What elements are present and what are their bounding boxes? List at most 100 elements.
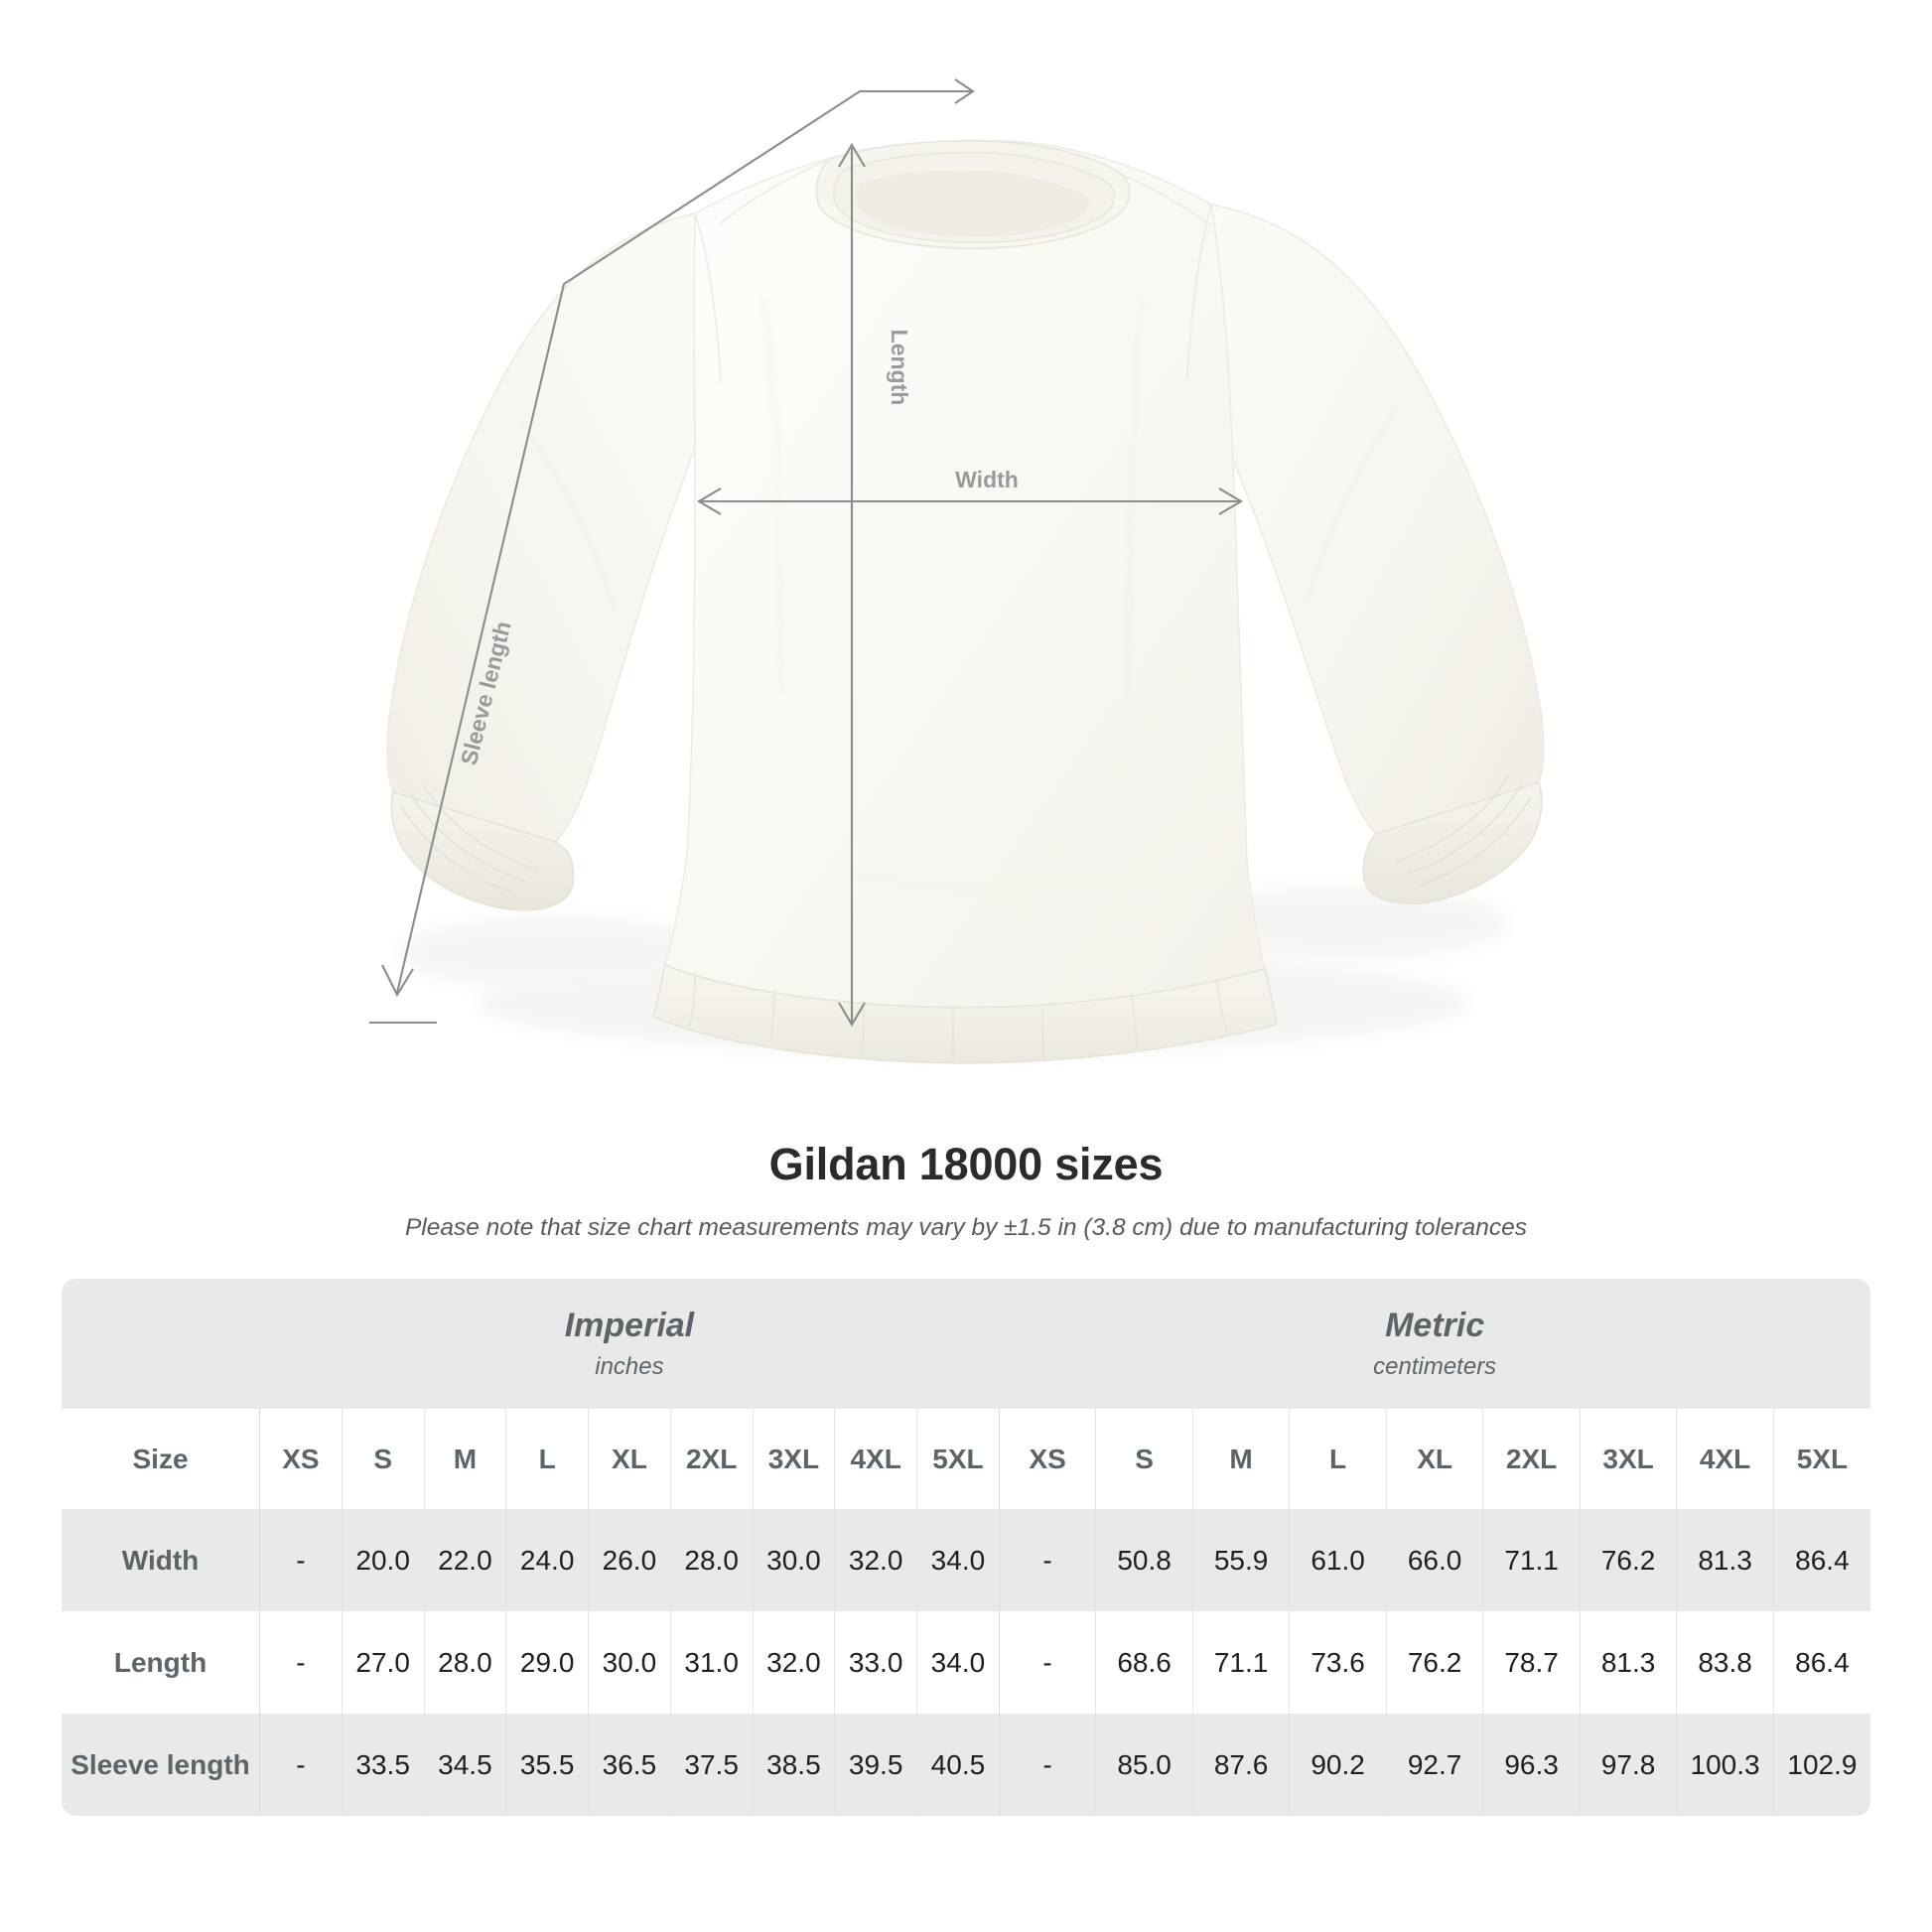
sweatshirt-graphic	[386, 139, 1545, 1064]
cell-width-imperial-l: 24.0	[505, 1509, 589, 1611]
table-row: Length - 27.0 28.0 29.0 30.0 31.0 32.0 3…	[62, 1611, 1870, 1714]
size-header-metric-5xl: 5XL	[1772, 1409, 1870, 1509]
cell-width-imperial-4xl: 32.0	[834, 1509, 917, 1611]
cell-sleeve-imperial-l: 35.5	[505, 1714, 589, 1816]
size-header-metric-xl: XL	[1385, 1409, 1483, 1509]
cell-sleeve-metric-xl: 92.7	[1385, 1714, 1483, 1816]
cell-width-imperial-xl: 26.0	[588, 1509, 671, 1611]
size-header-imperial-3xl: 3XL	[752, 1409, 835, 1509]
cell-width-imperial-3xl: 30.0	[752, 1509, 835, 1611]
cell-sleeve-metric-3xl: 97.8	[1579, 1714, 1677, 1816]
length-guide: Length	[838, 142, 912, 1028]
size-header-metric-m: M	[1191, 1409, 1290, 1509]
size-header-imperial-5xl: 5XL	[916, 1409, 1000, 1509]
size-header-label: Size	[62, 1409, 260, 1509]
unit-sub-imperial: inches	[595, 1353, 664, 1381]
cell-length-metric-xs: -	[998, 1611, 1096, 1714]
fabric-folds	[515, 297, 1399, 890]
size-header-imperial-4xl: 4XL	[834, 1409, 917, 1509]
cell-length-imperial-5xl: 34.0	[916, 1611, 1000, 1714]
length-arrow-head-top	[838, 142, 866, 168]
cell-sleeve-metric-l: 90.2	[1289, 1714, 1387, 1816]
cell-width-imperial-xs: -	[259, 1509, 343, 1611]
cell-width-metric-xl: 66.0	[1385, 1509, 1483, 1611]
cell-length-metric-m: 71.1	[1191, 1611, 1290, 1714]
table-row: Sleeve length - 33.5 34.5 35.5 36.5 37.5…	[62, 1714, 1870, 1816]
length-label: Length	[887, 330, 912, 406]
width-guide: Width	[696, 467, 1244, 515]
size-header-imperial-s: S	[341, 1409, 425, 1509]
cell-width-metric-m: 55.9	[1191, 1509, 1290, 1611]
cell-length-metric-5xl: 86.4	[1772, 1611, 1870, 1714]
cell-sleeve-metric-m: 87.6	[1191, 1714, 1290, 1816]
size-header-metric-s: S	[1095, 1409, 1193, 1509]
garment-hem	[652, 963, 1278, 1064]
cell-width-imperial-5xl: 34.0	[916, 1509, 1000, 1611]
width-arrow-head-left	[696, 487, 722, 515]
cell-length-imperial-xs: -	[259, 1611, 343, 1714]
cell-length-imperial-2xl: 31.0	[669, 1611, 754, 1714]
cell-length-metric-3xl: 81.3	[1579, 1611, 1677, 1714]
heading-block: Gildan 18000 sizes Please note that size…	[0, 1140, 1932, 1243]
cell-width-imperial-m: 22.0	[423, 1509, 506, 1611]
size-header-imperial-xs: XS	[259, 1409, 343, 1509]
cell-length-metric-2xl: 78.7	[1482, 1611, 1581, 1714]
unit-name-imperial: Imperial	[564, 1307, 695, 1345]
unit-header-metric: Metric centimeters	[999, 1279, 1870, 1409]
sleeve-arrow-head-bottom	[381, 964, 414, 998]
garment-body	[664, 140, 1266, 1009]
unit-sub-metric: centimeters	[1373, 1353, 1497, 1381]
cell-sleeve-metric-5xl: 102.9	[1772, 1714, 1870, 1816]
size-table-container: Imperial inches Metric centimeters Size …	[62, 1279, 1870, 1816]
cell-length-imperial-m: 28.0	[423, 1611, 506, 1714]
cell-width-metric-s: 50.8	[1095, 1509, 1193, 1611]
page-title: Gildan 18000 sizes	[768, 1139, 1164, 1189]
cell-length-imperial-l: 29.0	[505, 1611, 589, 1714]
cell-width-metric-xs: -	[998, 1509, 1096, 1611]
cell-sleeve-imperial-s: 33.5	[341, 1714, 425, 1816]
cell-length-imperial-4xl: 33.0	[834, 1611, 917, 1714]
right-cuff-ribbing	[1395, 773, 1532, 887]
cell-sleeve-imperial-xs: -	[259, 1714, 343, 1816]
cell-length-imperial-xl: 30.0	[588, 1611, 671, 1714]
cell-width-imperial-s: 20.0	[341, 1509, 425, 1611]
cell-length-imperial-3xl: 32.0	[752, 1611, 835, 1714]
unit-header-imperial: Imperial inches	[259, 1279, 1000, 1409]
size-header-imperial-2xl: 2XL	[669, 1409, 754, 1509]
cell-length-metric-s: 68.6	[1095, 1611, 1193, 1714]
cell-width-imperial-2xl: 28.0	[669, 1509, 754, 1611]
cell-sleeve-metric-4xl: 100.3	[1676, 1714, 1774, 1816]
cell-sleeve-imperial-m: 34.5	[423, 1714, 506, 1816]
size-header-metric-2xl: 2XL	[1482, 1409, 1581, 1509]
cell-sleeve-metric-xs: -	[998, 1714, 1096, 1816]
size-header-metric-4xl: 4XL	[1676, 1409, 1774, 1509]
table-row: Width - 20.0 22.0 24.0 26.0 28.0 30.0 32…	[62, 1509, 1870, 1611]
size-header-metric-l: L	[1289, 1409, 1387, 1509]
left-cuff-ribbing	[400, 783, 539, 895]
collar-inner-shadow	[856, 170, 1089, 237]
cell-width-metric-l: 61.0	[1289, 1509, 1387, 1611]
right-sleeve	[1194, 204, 1545, 835]
size-header-metric-xs: XS	[998, 1409, 1096, 1509]
unit-header-row: Imperial inches Metric centimeters	[62, 1279, 1870, 1409]
width-arrow-head-right	[1218, 487, 1244, 515]
tolerance-note: Please note that size chart measurements…	[404, 1213, 1528, 1241]
left-sleeve	[386, 212, 724, 843]
size-header-imperial-xl: XL	[588, 1409, 671, 1509]
size-chart-table: Imperial inches Metric centimeters Size …	[62, 1279, 1870, 1816]
length-arrow-head-bottom	[838, 1002, 866, 1028]
unit-name-metric: Metric	[1385, 1307, 1485, 1345]
size-header-imperial-l: L	[505, 1409, 589, 1509]
cell-length-metric-l: 73.6	[1289, 1611, 1387, 1714]
size-header-metric-3xl: 3XL	[1579, 1409, 1677, 1509]
cell-sleeve-imperial-5xl: 40.5	[916, 1714, 1000, 1816]
seam-lines	[694, 158, 1212, 384]
unit-header-spacer	[62, 1279, 260, 1409]
cell-length-metric-4xl: 83.8	[1676, 1611, 1774, 1714]
row-label-width: Width	[62, 1509, 260, 1611]
row-label-length: Length	[62, 1611, 260, 1714]
cell-sleeve-imperial-2xl: 37.5	[669, 1714, 754, 1816]
sleeve-arrow-head-top	[954, 78, 975, 104]
size-header-imperial-m: M	[423, 1409, 506, 1509]
